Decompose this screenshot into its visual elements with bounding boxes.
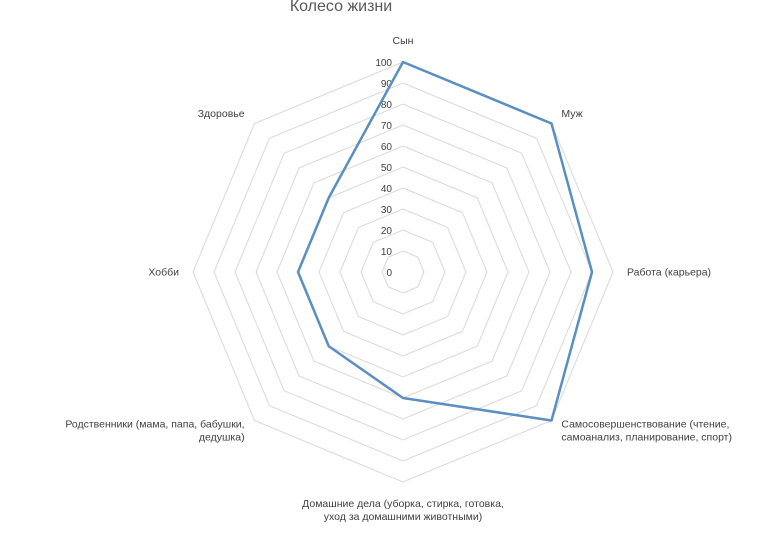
tick-label: 80	[381, 100, 393, 111]
category-label: Самосовершенствование (чтение, самоанализ…	[561, 418, 732, 443]
tick-label: 20	[381, 226, 393, 237]
tick-label: 40	[381, 184, 393, 195]
grid-ring	[318, 187, 488, 357]
tick-label: 0	[386, 268, 392, 279]
tick-label: 90	[381, 79, 393, 90]
category-label: Муж	[561, 108, 582, 120]
grid-ring	[192, 61, 614, 483]
grid-ring	[276, 145, 530, 399]
chart-title: Колесо жизни	[290, 0, 392, 15]
category-label: Работа (карьера)	[627, 267, 711, 279]
tick-label: 70	[381, 121, 393, 132]
category-label: Родственники (мама, папа, бабушки, дедушк…	[65, 418, 244, 443]
category-labels: Сын Муж Работа (карьера) Самосовершенствова…	[65, 35, 732, 523]
grid-ring	[381, 250, 425, 294]
grid-ring	[234, 103, 572, 441]
category-label: Хобби	[148, 267, 179, 279]
grid-ring	[339, 208, 467, 336]
tick-label: 30	[381, 205, 393, 216]
category-label: Здоровье	[198, 108, 245, 120]
tick-label: 50	[381, 163, 393, 174]
tick-label: 10	[381, 247, 393, 258]
grid-ring	[360, 229, 446, 315]
grid-ring	[255, 124, 551, 420]
grid-ring	[213, 82, 593, 462]
category-label: Сын	[393, 35, 414, 47]
grid	[192, 61, 614, 483]
series-line	[296, 60, 594, 422]
series-layer	[296, 60, 594, 422]
category-label: Домашние дела (уборка, стирка, готовка, у…	[302, 498, 504, 523]
tick-labels: 0 10 20 30 40 50 60 70 80 90 100	[375, 58, 392, 279]
tick-label: 60	[381, 142, 393, 153]
tick-label: 100	[375, 58, 392, 69]
